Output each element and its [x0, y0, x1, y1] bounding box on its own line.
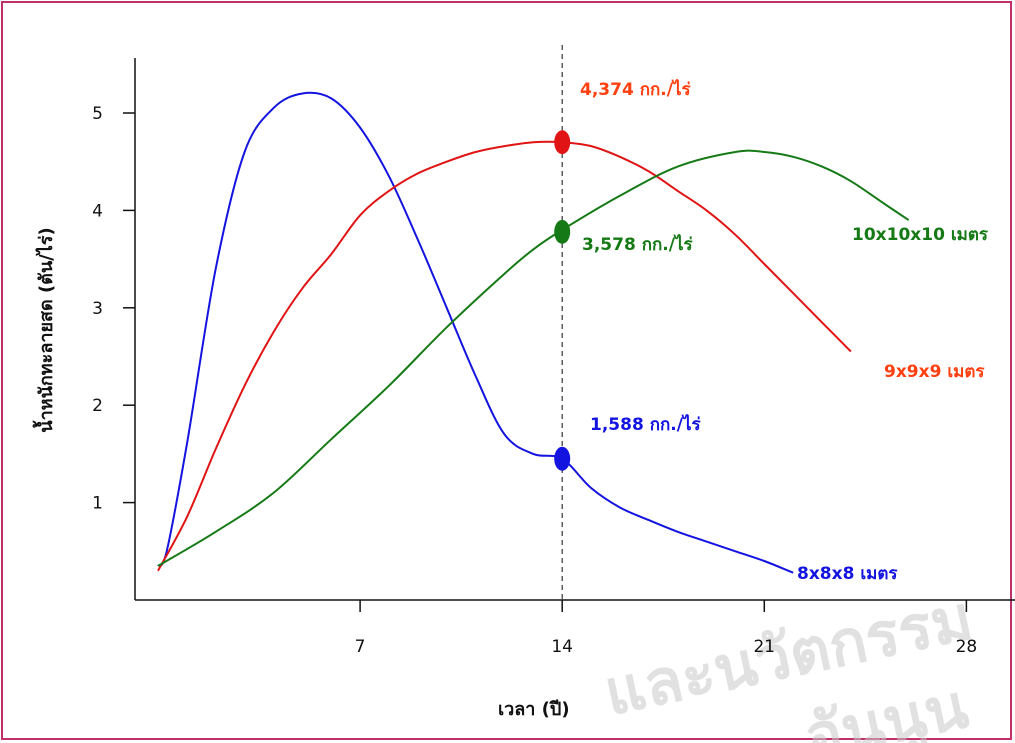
- marker-green-14: [554, 219, 571, 244]
- annotation-red-value: 4,374 กก./ไร่: [580, 79, 691, 100]
- marker-blue-14: [554, 446, 571, 471]
- series-line-10x10x10: [157, 149, 910, 567]
- series-label-8x8x8: 8x8x8 เมตร: [797, 564, 898, 584]
- y-tick-label-1: 1: [92, 494, 103, 514]
- y-axis-title: น้ำหนักทะลายสด (ตัน/ไร่): [32, 227, 57, 432]
- series-label-10x10x10: 10x10x10 เมตร: [852, 225, 989, 245]
- x-tick-label-21: 21: [753, 637, 775, 657]
- annotation-green-value: 3,578 กก./ไร่: [582, 234, 693, 255]
- y-tick-label-5: 5: [92, 104, 103, 124]
- series-line-9x9x9: [157, 140, 852, 572]
- series-line-8x8x8: [157, 91, 794, 574]
- y-tick-label-4: 4: [92, 201, 103, 221]
- y-tick-label-3: 3: [92, 299, 103, 319]
- watermark: และนวัตกรรม อันนูน: [598, 581, 979, 743]
- x-tick-label-14: 14: [551, 637, 573, 657]
- x-tick-label-28: 28: [956, 637, 978, 657]
- x-tick-label-7: 7: [355, 637, 366, 657]
- annotation-blue-value: 1,588 กก./ไร่: [590, 414, 701, 435]
- marker-red-14: [554, 130, 571, 155]
- x-axis-title: เวลา (ปี): [498, 699, 570, 720]
- y-tick-label-2: 2: [92, 396, 103, 416]
- series-label-9x9x9: 9x9x9 เมตร: [884, 362, 985, 382]
